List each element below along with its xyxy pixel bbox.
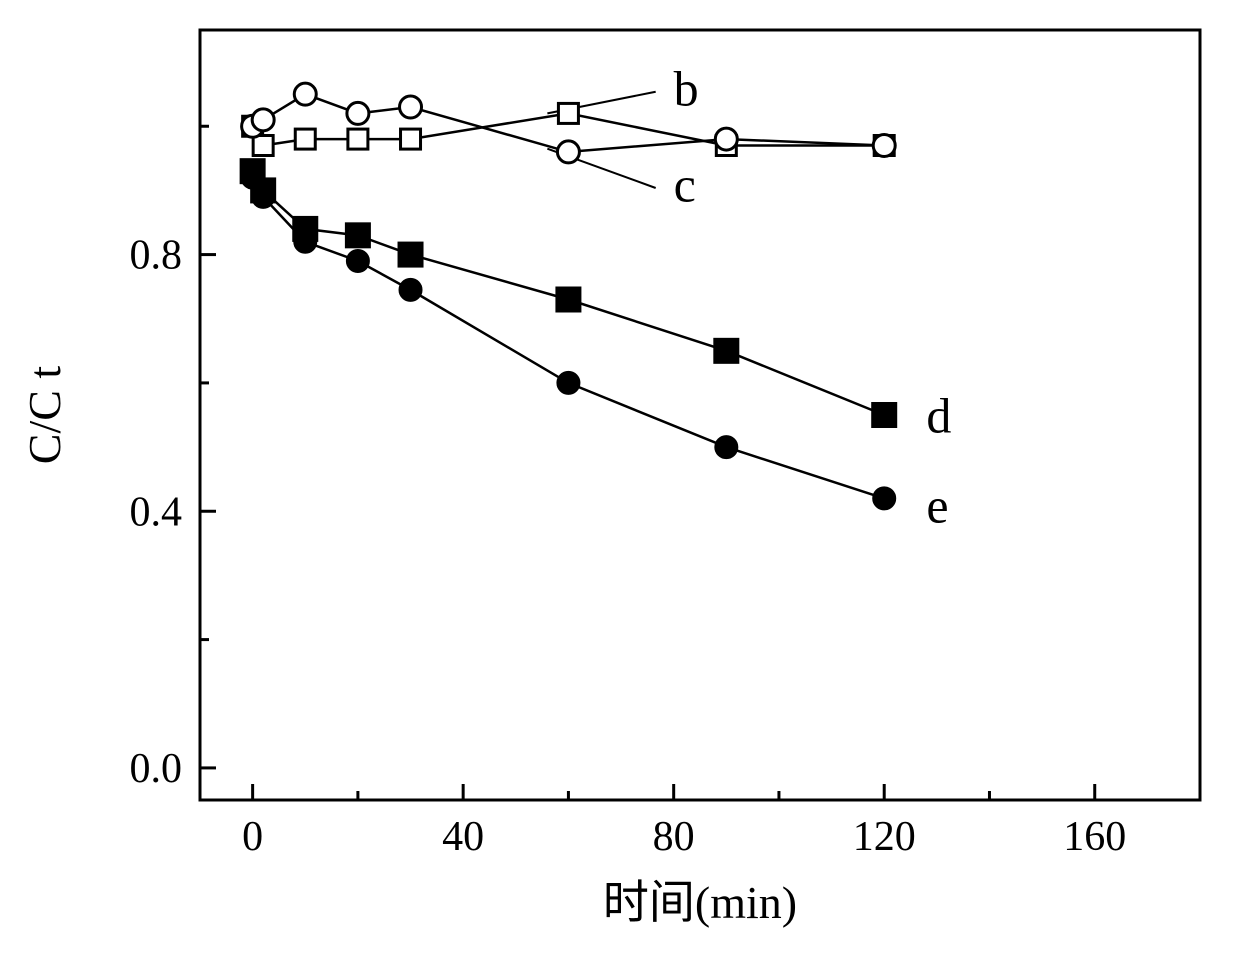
marker-d	[872, 403, 896, 427]
x-tick-label: 40	[442, 814, 484, 860]
y-tick-label: 0.0	[130, 746, 183, 792]
marker-e	[294, 231, 316, 253]
series-label-c: c	[674, 157, 696, 213]
marker-c	[294, 83, 316, 105]
marker-b	[558, 103, 578, 123]
marker-c	[347, 102, 369, 124]
x-tick-label: 0	[242, 814, 263, 860]
marker-e	[715, 436, 737, 458]
marker-e	[252, 186, 274, 208]
marker-c	[252, 109, 274, 131]
marker-b	[348, 129, 368, 149]
marker-b	[295, 129, 315, 149]
marker-e	[557, 372, 579, 394]
marker-c	[557, 141, 579, 163]
marker-e	[400, 279, 422, 301]
marker-e	[347, 250, 369, 272]
series-label-e: e	[926, 477, 948, 533]
marker-d	[346, 223, 370, 247]
marker-d	[714, 339, 738, 363]
line-chart: 0 40 80 120 160 时间(min) 0.0 0.4 0.8 C/C t bc de	[0, 0, 1240, 969]
y-tick-label: 0.8	[130, 233, 183, 279]
marker-b	[253, 136, 273, 156]
x-axis-label: 时间(min)	[603, 877, 797, 928]
marker-c	[715, 128, 737, 150]
marker-b	[401, 129, 421, 149]
marker-c	[873, 135, 895, 157]
x-tick-label: 80	[653, 814, 695, 860]
x-tick-label: 160	[1063, 814, 1126, 860]
y-tick-label: 0.4	[130, 489, 183, 535]
series-label-d: d	[926, 388, 951, 444]
marker-d	[556, 288, 580, 312]
y-axis-label: C/C t	[19, 366, 70, 465]
marker-d	[399, 243, 423, 267]
x-tick-label: 120	[853, 814, 916, 860]
series-label-b: b	[674, 60, 699, 116]
marker-e	[873, 487, 895, 509]
marker-c	[400, 96, 422, 118]
